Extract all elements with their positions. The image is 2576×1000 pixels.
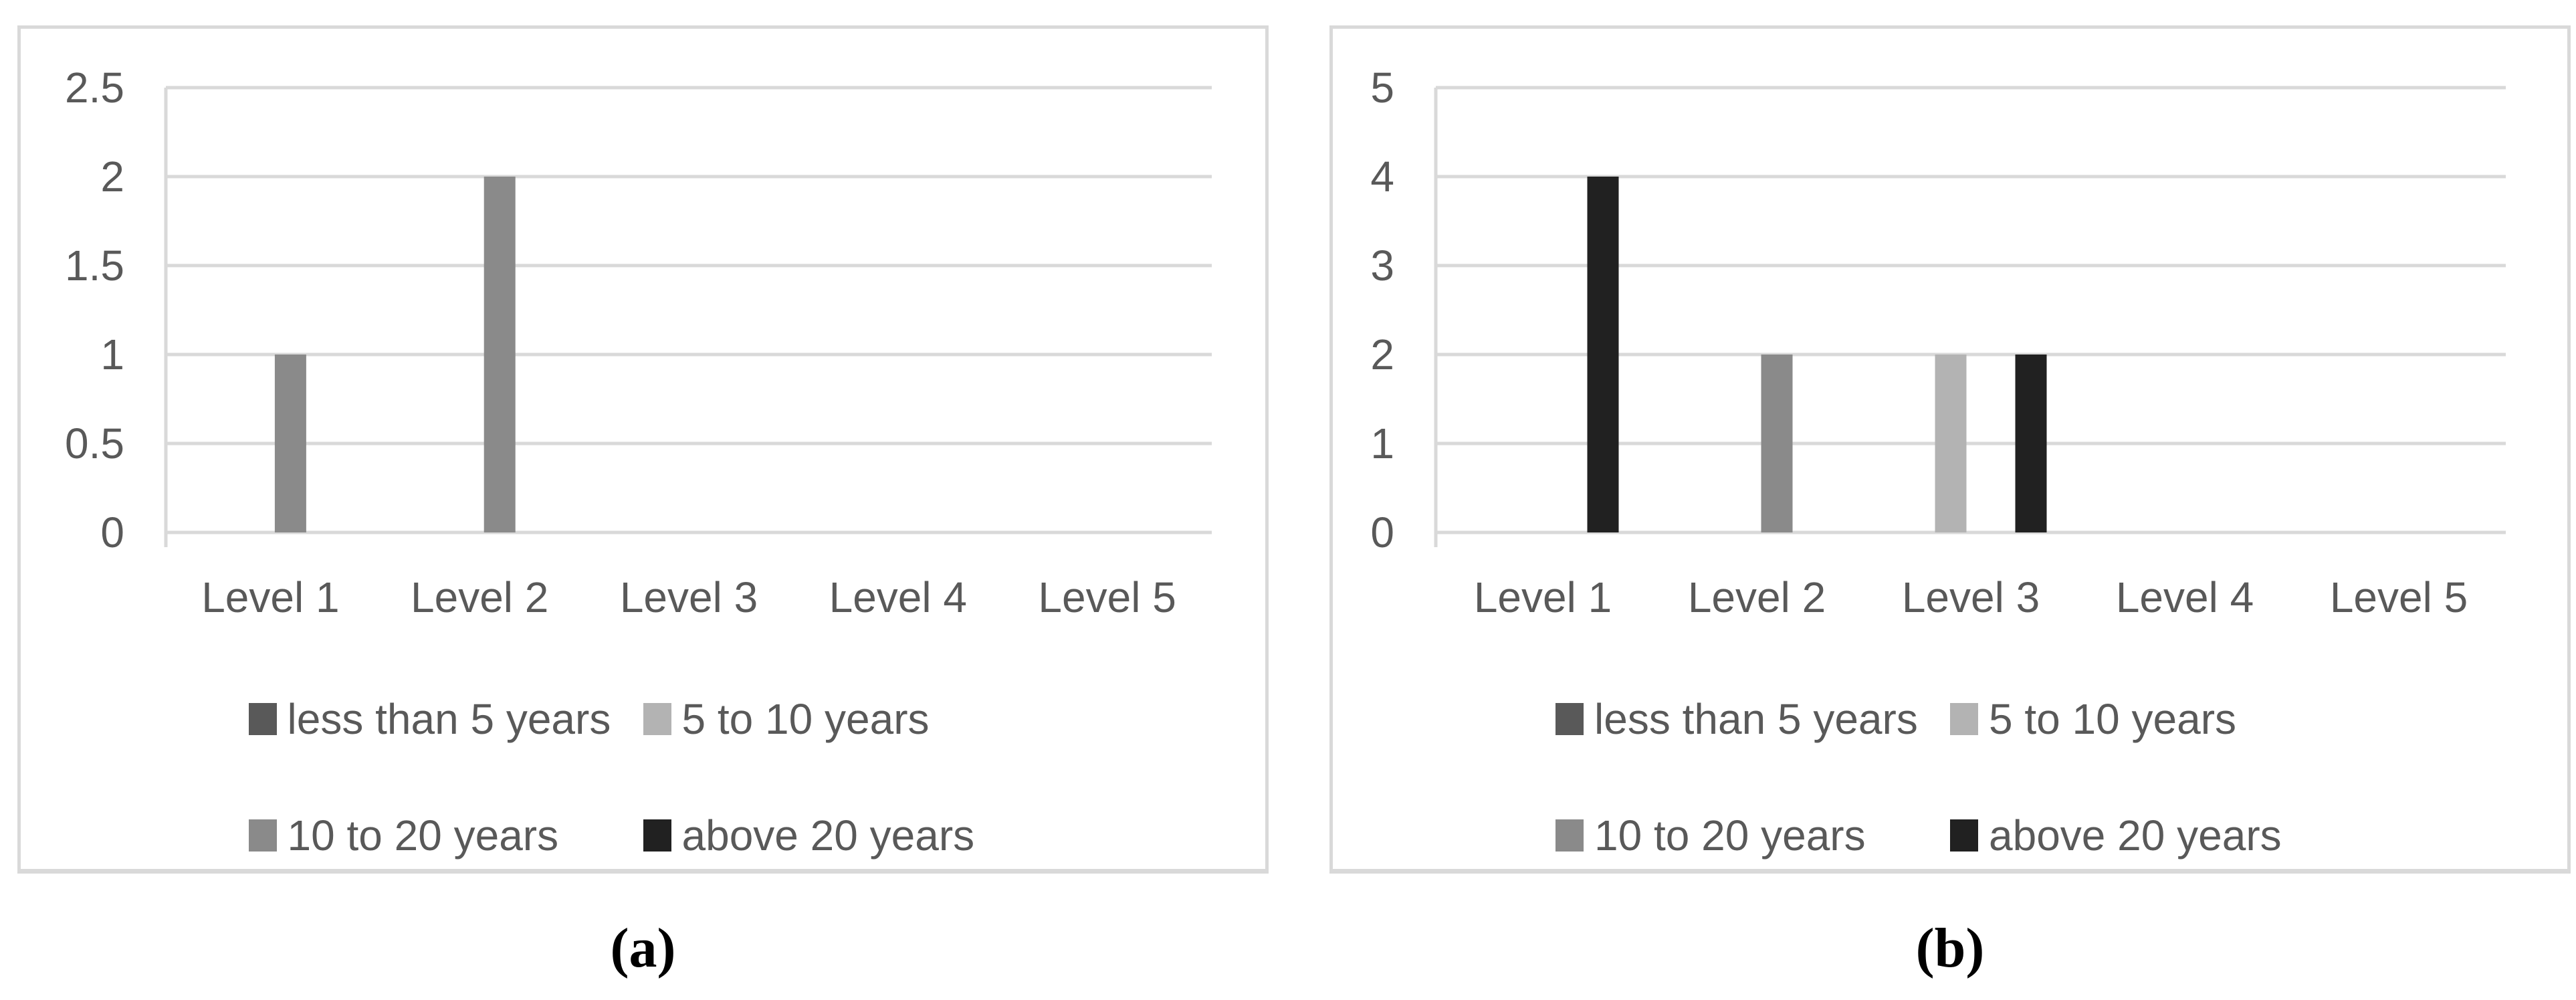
bar-chart-b: 0 1 2 3 4 5 Level 1 Level 2 Level 3 Level 4 Level … xyxy=(1370,64,2506,621)
y-tick-label: 3 xyxy=(1370,241,1394,290)
legend-a: less than 5 years 5 to 10 years 10 to 20 y… xyxy=(248,694,1038,860)
chart-panel-a: 0 0.5 1 1.5 2 2.5 Level 1 Level 2 Level 3 Level 4… xyxy=(17,25,1269,874)
legend-label: 10 to 20 years xyxy=(287,811,559,860)
x-category-label: Level 3 xyxy=(620,573,758,621)
chart-panel-b: 0 1 2 3 4 5 Level 1 Level 2 Level 3 Level 4 Level … xyxy=(1329,25,2571,874)
y-tick-label: 1 xyxy=(100,330,124,379)
legend-swatch xyxy=(1555,703,1584,735)
caption-b: (b) xyxy=(1915,917,1985,979)
x-category-label: Level 4 xyxy=(2116,573,2254,621)
x-category-label: Level 4 xyxy=(829,573,967,621)
y-tick-label: 0 xyxy=(100,508,124,557)
y-tick-label: 4 xyxy=(1370,153,1394,201)
y-tick-label: 1.5 xyxy=(65,241,124,290)
legend-b: less than 5 years 5 to 10 years 10 to 20 y… xyxy=(1555,694,2345,860)
legend-item: 10 to 20 years xyxy=(248,811,643,860)
legend-item: above 20 years xyxy=(1950,811,2345,860)
legend-label: 5 to 10 years xyxy=(681,695,930,743)
y-tick-label: 2 xyxy=(100,153,124,201)
legend-item: 5 to 10 years xyxy=(643,694,1038,744)
legend-label: 5 to 10 years xyxy=(1989,695,2236,743)
legend-item: above 20 years xyxy=(643,811,1038,860)
legend-label: above 20 years xyxy=(681,811,975,860)
bar-chart-a: 0 0.5 1 1.5 2 2.5 Level 1 Level 2 Level 3 Level 4… xyxy=(65,64,1212,621)
y-tick-label: 0.5 xyxy=(65,419,124,468)
x-category-label: Level 5 xyxy=(2330,573,2468,621)
y-tick-label: 2 xyxy=(1370,330,1394,379)
legend-item: 5 to 10 years xyxy=(1950,694,2345,744)
legend-label: above 20 years xyxy=(1989,811,2282,860)
bar xyxy=(484,177,516,532)
caption-a: (a) xyxy=(610,917,676,979)
x-category-label: Level 5 xyxy=(1038,573,1176,621)
legend-item: less than 5 years xyxy=(248,694,643,744)
bar xyxy=(1935,355,1967,532)
x-category-label: Level 1 xyxy=(1474,573,1612,621)
y-tick-label: 5 xyxy=(1370,64,1394,112)
legend-swatch xyxy=(1555,819,1584,852)
legend-label: less than 5 years xyxy=(1594,695,1918,743)
legend-swatch xyxy=(248,703,277,735)
legend-item: 10 to 20 years xyxy=(1555,811,1950,860)
x-category-label: Level 2 xyxy=(1688,573,1826,621)
legend-swatch xyxy=(1950,819,1978,852)
legend-label: 10 to 20 years xyxy=(1594,811,1866,860)
y-tick-label: 2.5 xyxy=(65,64,124,112)
legend-swatch xyxy=(1950,703,1978,735)
bar xyxy=(1761,355,1793,532)
legend-swatch xyxy=(248,819,277,852)
legend-label: less than 5 years xyxy=(287,695,611,743)
x-category-label: Level 3 xyxy=(1902,573,2040,621)
legend-item: less than 5 years xyxy=(1555,694,1950,744)
bar xyxy=(274,355,306,532)
bar xyxy=(1587,177,1619,532)
legend-swatch xyxy=(643,703,671,735)
bar xyxy=(2015,355,2047,532)
legend-swatch xyxy=(643,819,671,852)
x-category-label: Level 2 xyxy=(411,573,548,621)
y-tick-label: 1 xyxy=(1370,419,1394,468)
y-tick-label: 0 xyxy=(1370,508,1394,557)
x-category-label: Level 1 xyxy=(201,573,339,621)
